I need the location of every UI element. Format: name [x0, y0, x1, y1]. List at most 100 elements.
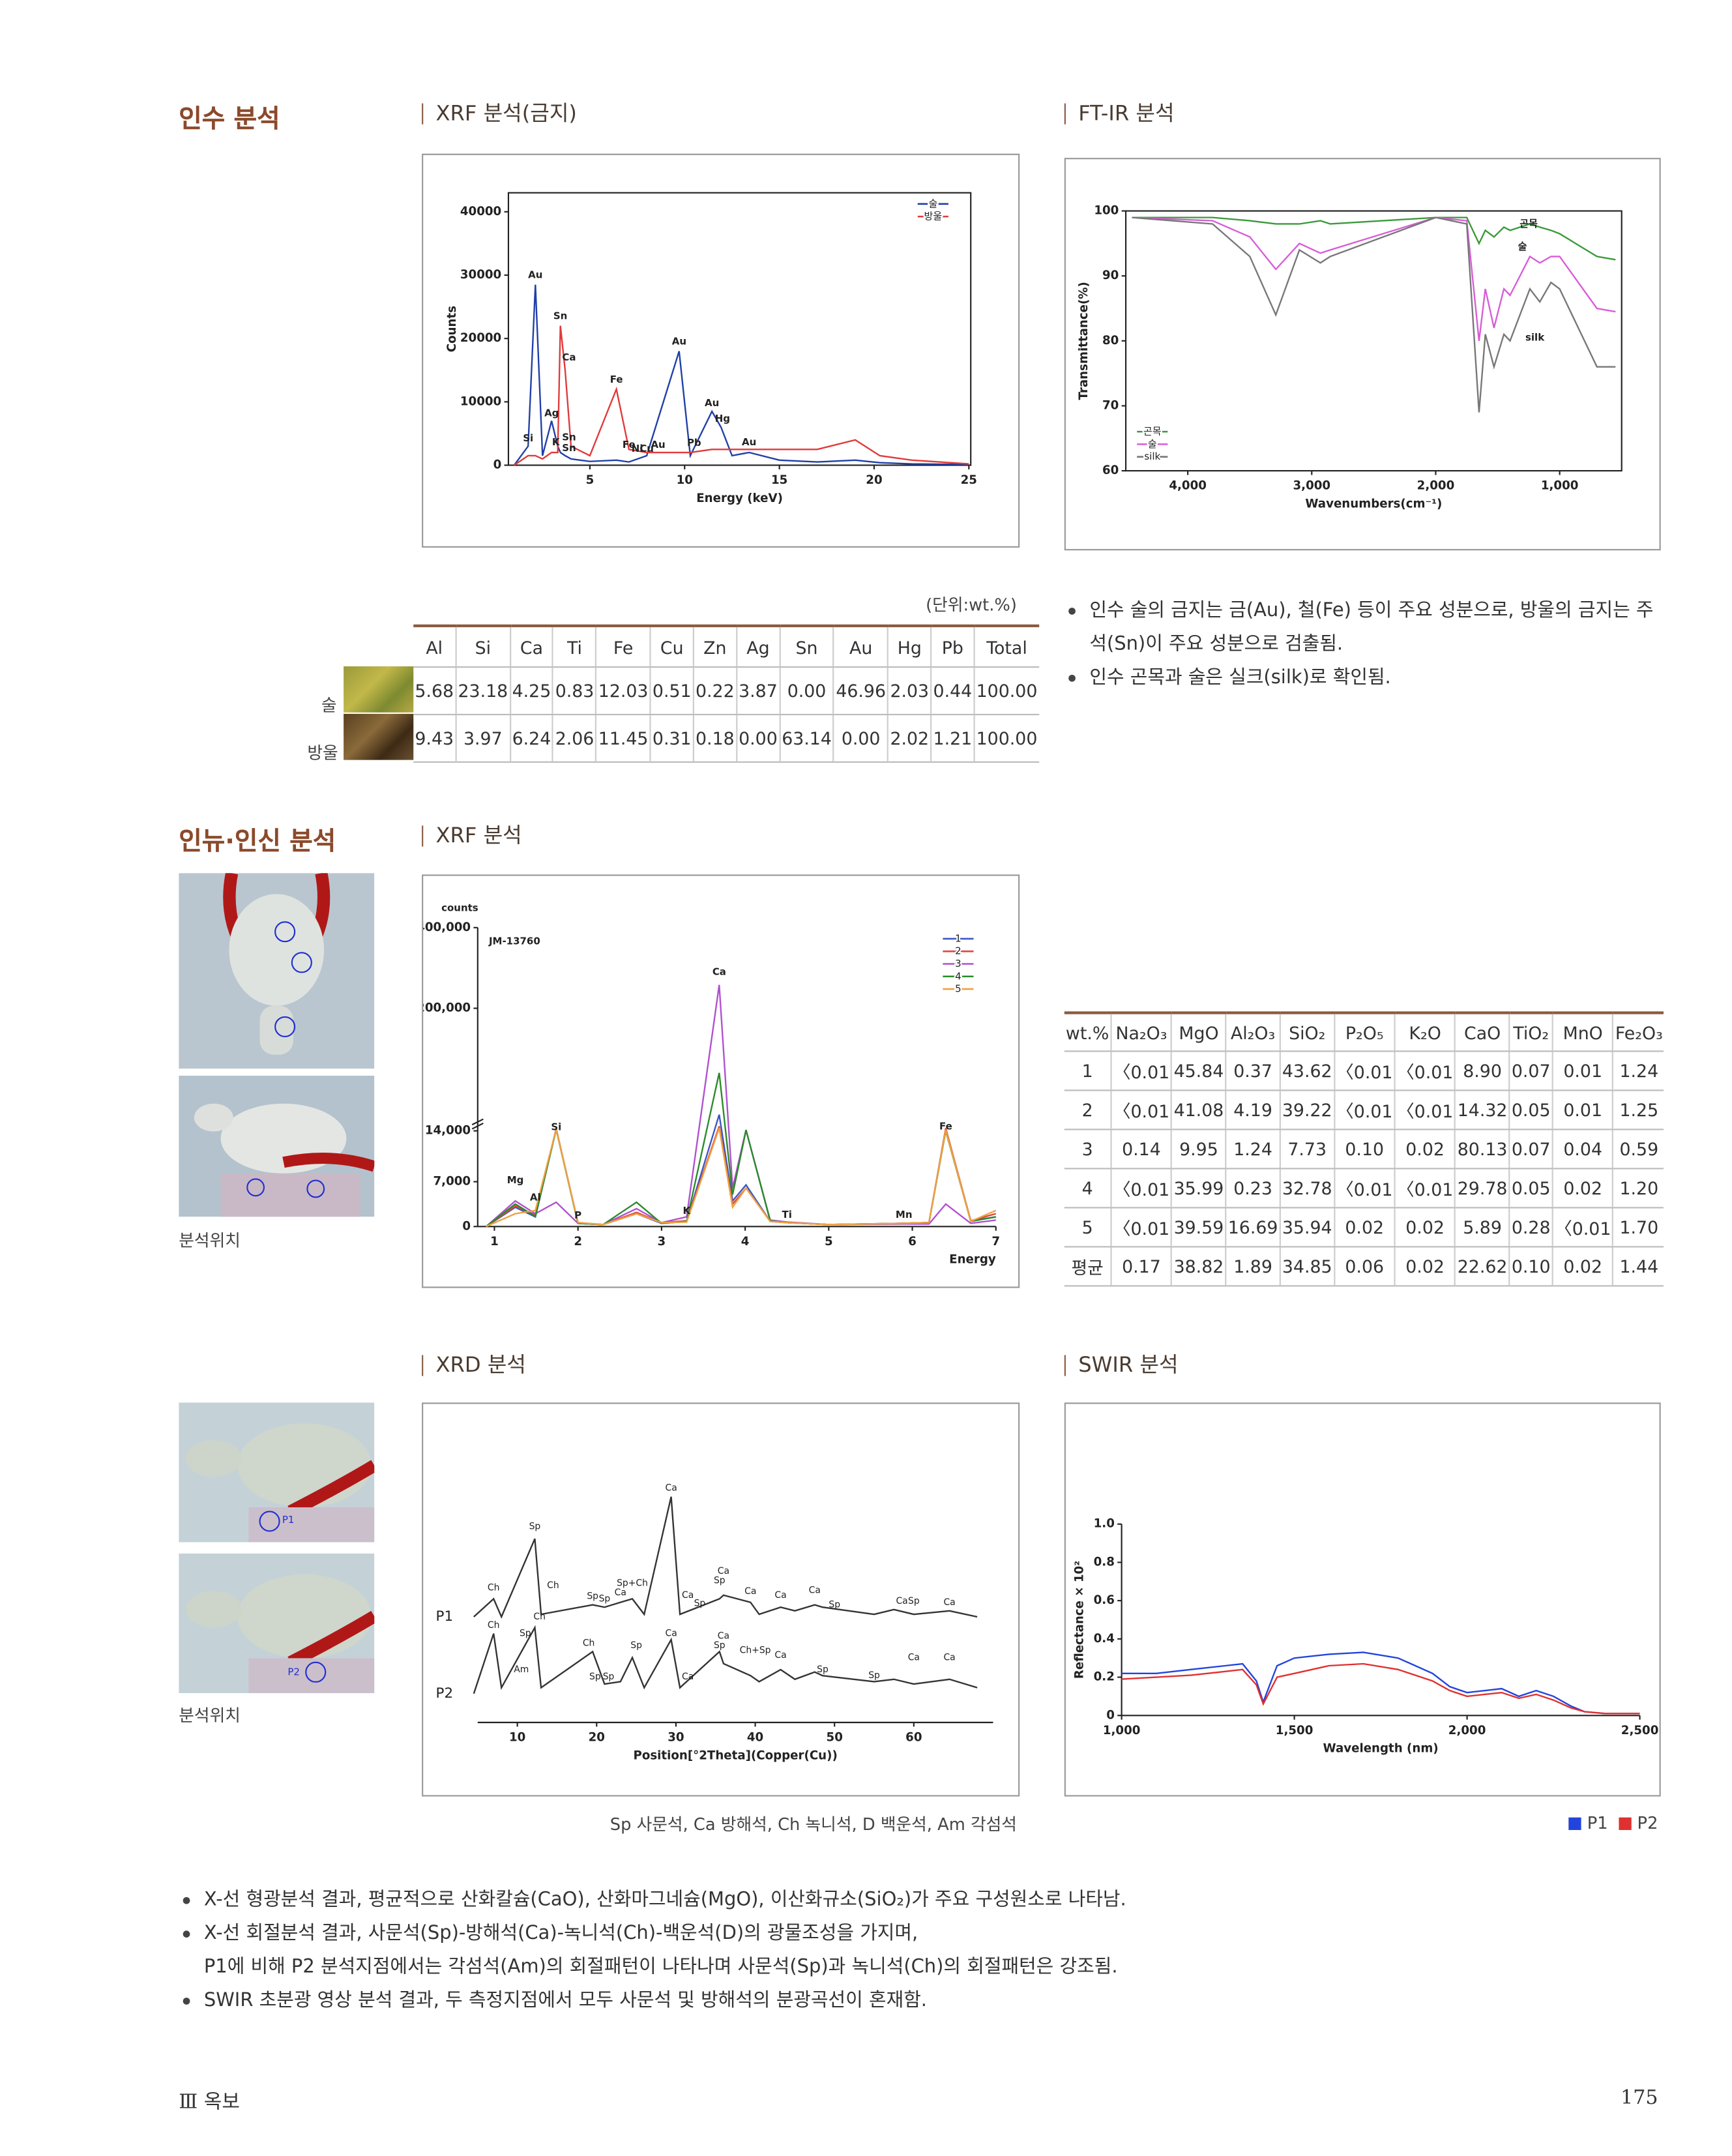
cell: 〈0.01 [1333, 1090, 1395, 1130]
cell: 1.24 [1612, 1051, 1664, 1091]
cell: 1.44 [1612, 1247, 1664, 1287]
x-axis-label: Wavelength (nm) [1323, 1742, 1439, 1756]
legend-label: P1 [1587, 1813, 1608, 1833]
header-cell: MnO [1551, 1011, 1613, 1052]
cell: 0.59 [1612, 1129, 1664, 1170]
cell: 1.70 [1612, 1207, 1664, 1248]
series-line [486, 1114, 996, 1228]
bullet: X-선 회절분석 결과, 사문석(Sp)-방해석(Ca)-녹니석(Ch)-백운석… [179, 1917, 1659, 1984]
x-tick-label: 4,000 [1169, 479, 1207, 493]
series-line [486, 1127, 997, 1228]
table-row: 2 〈0.01 41.08 4.19 39.22 〈0.01 〈0.01 14.32 0.05 0… [1064, 1090, 1664, 1130]
cell: 1.89 [1225, 1247, 1280, 1287]
cell: 〈0.01 [1394, 1090, 1456, 1130]
cell: 43.62 [1279, 1051, 1334, 1091]
cell: 〈0.01 [1551, 1207, 1613, 1248]
photo [179, 873, 375, 1069]
cell: 1.20 [1612, 1168, 1664, 1209]
cell: 0.07 [1508, 1051, 1553, 1091]
peak-label: Al [530, 1192, 541, 1204]
legend-label: 방울 [924, 211, 943, 222]
header-cell: Ag [735, 624, 780, 668]
cell: 0.05 [1508, 1168, 1553, 1209]
y-tick-label: 0.2 [1094, 1670, 1115, 1684]
x-axis-label: Energy (keV) [696, 492, 783, 505]
peak-label: P [574, 1209, 581, 1221]
cell: 0.51 [649, 667, 694, 716]
legend-label: 술 [1148, 438, 1157, 450]
peak-label: Au [672, 336, 686, 347]
cell: 3 [1064, 1129, 1111, 1170]
peak-label: Sp [520, 1629, 531, 1639]
photo-label: P1 [282, 1514, 295, 1526]
peak-label: Sp [868, 1670, 880, 1681]
page-number: 175 [1621, 2087, 1658, 2110]
peak-label: Ca [943, 1597, 955, 1608]
cell: 〈0.01 [1110, 1051, 1172, 1091]
table-row: 5 〈0.01 39.59 16.69 35.94 0.02 0.02 5.89 0.28 〈0.… [1064, 1207, 1664, 1248]
cell: 0.44 [930, 667, 975, 716]
y-tick-label: 0 [462, 1219, 471, 1233]
photo: P1 [179, 1402, 375, 1543]
x-tick-label: 6 [908, 1235, 917, 1248]
cell: 46.96 [833, 667, 888, 716]
oxide-table: wt.% Na₂O₃ MgO Al₂O₃ SiO₂ P₂O₅ K₂O CaO TiO₂ MnO Fe… [1064, 1011, 1664, 1287]
row-label: 술 [321, 696, 337, 716]
bullet-line: P1에 비해 P2 분석지점에서는 각섬석(Am)의 회절패턴이 나타나며 사문… [203, 1955, 1118, 1979]
legend-swatch [1619, 1817, 1632, 1830]
cell: 4.25 [509, 667, 553, 716]
y-tick-label: 0 [493, 458, 502, 472]
cell: 6.24 [509, 715, 553, 763]
panel-title: XRF 분석 [422, 825, 522, 847]
peak-label: Mg [507, 1174, 524, 1186]
cell: 100.00 [973, 715, 1039, 763]
table-row: 평균 0.17 38.82 1.89 34.85 0.06 0.02 22.62 0.10 0.0… [1064, 1247, 1664, 1287]
y-axis-label: counts [441, 902, 478, 913]
peak-label: Ch [583, 1638, 595, 1648]
cell: 35.99 [1171, 1168, 1226, 1209]
x-tick-label: 30 [668, 1731, 684, 1745]
peak-label: Ca [666, 1483, 677, 1494]
header-cell: Pb [930, 624, 975, 668]
y-tick-label: 0 [1106, 1708, 1115, 1722]
peak-label: Fe [610, 374, 623, 385]
peak-label: Ca [666, 1629, 677, 1639]
peak-label: 술 [1518, 241, 1527, 252]
bullet-list: X-선 형광분석 결과, 평균적으로 산화칼슘(CaO), 산화마그네슘(MgO… [179, 1883, 1659, 2017]
bullet: SWIR 초분광 영상 분석 결과, 두 측정지점에서 모두 사문석 및 방해석… [179, 1984, 1659, 2017]
section-title: 인뉴·인신 분석 [179, 827, 336, 857]
peak-label: Sn [562, 442, 576, 454]
panel-title: FT-IR 분석 [1064, 102, 1175, 125]
x-tick-label: 7 [991, 1235, 1000, 1248]
header-cell: SiO₂ [1279, 1011, 1334, 1052]
axis-break [471, 1118, 484, 1130]
series-line [473, 1625, 978, 1694]
peak-label: Sp [694, 1599, 706, 1609]
peak-label: Sp [829, 1599, 840, 1610]
peak-label: silk [1525, 331, 1545, 343]
x-tick-label: 60 [905, 1731, 922, 1745]
cell: 0.10 [1333, 1129, 1395, 1170]
bullet: 인수 곤목과 술은 실크(silk)로 확인됨. [1064, 661, 1658, 694]
x-axis-label: Position[°2Theta](Copper(Cu)) [634, 1749, 838, 1762]
series-line [1121, 1662, 1640, 1715]
legend-label: 1 [955, 932, 961, 944]
x-tick-label: 25 [961, 473, 977, 487]
cell: 0.22 [692, 667, 737, 716]
cell: 1 [1064, 1051, 1111, 1091]
y-tick-label: 70 [1102, 398, 1119, 412]
header-cell: Fe [595, 624, 651, 668]
header-cell: CaO [1454, 1011, 1510, 1052]
peak-label: Sp [529, 1522, 541, 1532]
header-cell: Cu [649, 624, 694, 668]
header-cell: P₂O₅ [1333, 1011, 1395, 1052]
y-tick-label: 1.0 [1094, 1517, 1115, 1531]
peak-label: Ca [896, 1596, 907, 1606]
plot-frame [507, 192, 972, 466]
y-tick-label: 60 [1102, 464, 1119, 477]
cell: 0.18 [692, 715, 737, 763]
cell: 12.03 [595, 667, 651, 716]
peak-label: Ch [488, 1620, 500, 1631]
peak-label: Ca [615, 1587, 626, 1598]
cell: 41.08 [1171, 1090, 1226, 1130]
